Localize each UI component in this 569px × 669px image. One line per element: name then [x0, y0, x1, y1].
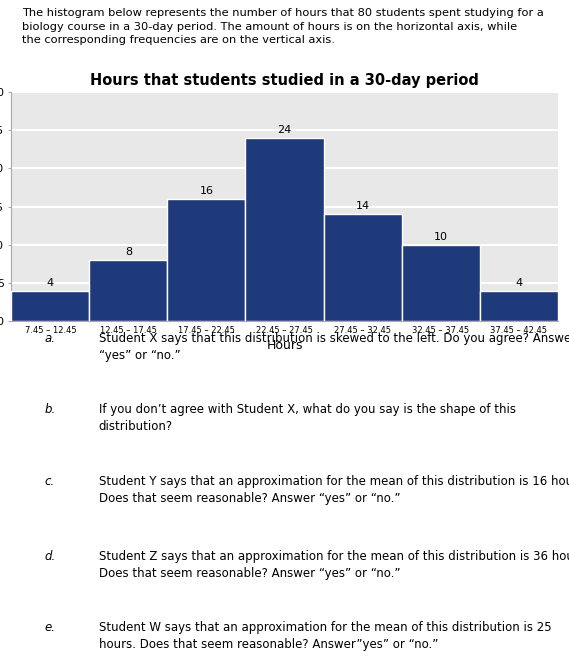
Text: 14: 14 — [356, 201, 370, 211]
Bar — [167, 199, 245, 321]
Text: 24: 24 — [277, 124, 292, 134]
Text: a.: a. — [44, 332, 55, 345]
Text: d.: d. — [44, 550, 55, 563]
X-axis label: Hours: Hours — [266, 339, 303, 353]
Bar — [324, 214, 402, 321]
Bar — [89, 260, 167, 321]
Title: Hours that students studied in a 30-day period: Hours that students studied in a 30-day … — [90, 73, 479, 88]
Text: Student X says that this distribution is skewed to the left. Do you agree? Answe: Student X says that this distribution is… — [99, 332, 569, 362]
Bar — [11, 291, 89, 321]
Text: 4: 4 — [47, 278, 54, 288]
Text: The histogram below represents the number of hours that 80 students spent studyi: The histogram below represents the numbe… — [22, 9, 544, 45]
Text: 16: 16 — [200, 186, 213, 196]
Text: Student Z says that an approximation for the mean of this distribution is 36 hou: Student Z says that an approximation for… — [99, 550, 569, 580]
Text: e.: e. — [44, 622, 55, 634]
Text: Student Y says that an approximation for the mean of this distribution is 16 hou: Student Y says that an approximation for… — [99, 475, 569, 505]
Text: 8: 8 — [125, 247, 132, 257]
Bar — [245, 138, 324, 321]
Text: c.: c. — [44, 475, 55, 488]
Text: Student W says that an approximation for the mean of this distribution is 25
hou: Student W says that an approximation for… — [99, 622, 551, 652]
Text: 4: 4 — [515, 278, 522, 288]
Bar — [480, 291, 558, 321]
Bar — [402, 245, 480, 321]
Text: b.: b. — [44, 403, 55, 416]
Text: If you don’t agree with Student X, what do you say is the shape of this
distribu: If you don’t agree with Student X, what … — [99, 403, 516, 434]
Text: 10: 10 — [434, 232, 448, 242]
